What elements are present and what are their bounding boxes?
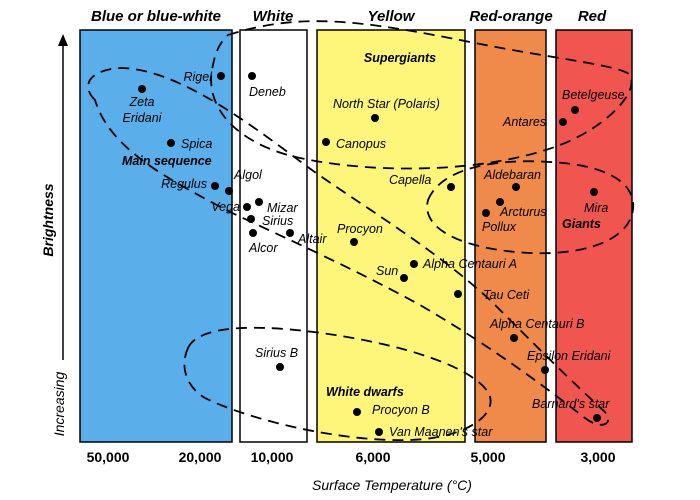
star-label-sun: Sun bbox=[376, 264, 398, 278]
star-label-tau-ceti: Tau Ceti bbox=[483, 288, 530, 302]
band-blue bbox=[79, 29, 233, 443]
giants-outline bbox=[426, 160, 635, 255]
star-dot-mira bbox=[590, 188, 598, 196]
y-axis-title: Brightness bbox=[40, 183, 56, 256]
x-tick-3000: 3,000 bbox=[580, 449, 615, 465]
star-dot-vega bbox=[243, 203, 251, 211]
star-label-mizar: Mizar bbox=[267, 201, 298, 215]
star-dot-algol bbox=[225, 187, 233, 195]
band-title-red-orange: Red-orange bbox=[469, 8, 552, 25]
x-tick-6000: 6,000 bbox=[355, 449, 390, 465]
star-dot-alpha-centauri-b bbox=[510, 334, 518, 342]
x-tick-50000: 50,000 bbox=[87, 449, 130, 465]
x-tick-5000: 5,000 bbox=[470, 449, 505, 465]
band-yellow bbox=[316, 29, 466, 443]
y-axis-subtitle: Increasing bbox=[51, 371, 67, 436]
star-dot-canopus bbox=[322, 138, 330, 146]
band-title-white: White bbox=[253, 8, 294, 25]
band-title-blue: Blue or blue-white bbox=[91, 8, 221, 25]
band-red bbox=[555, 29, 633, 443]
star-label-betelgeuse: Betelgeuse bbox=[562, 88, 625, 102]
star-label-aldebaran: Aldebaran bbox=[483, 168, 541, 182]
star-dot-altair bbox=[286, 229, 294, 237]
star-dot-epsilon-eridani bbox=[541, 366, 549, 374]
star-dot-arcturus bbox=[496, 198, 504, 206]
band-red-orange bbox=[474, 29, 547, 443]
star-label-regulus: Regulus bbox=[161, 177, 207, 191]
star-label-vega: Vega bbox=[211, 200, 240, 214]
region-label-giants: Giants bbox=[562, 217, 601, 231]
band-title-yellow: Yellow bbox=[368, 8, 416, 25]
star-dot-tau-ceti bbox=[454, 290, 462, 298]
star-dot-procyon bbox=[350, 238, 358, 246]
star-label-mira: Mira bbox=[584, 201, 608, 215]
star-dot-sirius bbox=[247, 215, 255, 223]
star-label-canopus: Canopus bbox=[336, 137, 386, 151]
star-labels: Rigel Deneb Zeta Eridani Spica Regulus A… bbox=[123, 70, 625, 439]
star-dot-sun bbox=[400, 274, 408, 282]
y-axis: Brightness Increasing bbox=[40, 34, 68, 436]
region-label-main-sequence: Main sequence bbox=[122, 154, 212, 168]
star-label-procyon: Procyon bbox=[337, 222, 383, 236]
star-dots bbox=[138, 72, 601, 436]
star-dot-mizar bbox=[255, 198, 263, 206]
star-dot-barnards-star bbox=[593, 414, 601, 422]
star-label-pollux: Pollux bbox=[482, 220, 517, 234]
star-dot-polaris bbox=[371, 114, 379, 122]
star-dot-deneb bbox=[248, 72, 256, 80]
star-label-epsilon-eridani: Epsilon Eridani bbox=[527, 349, 612, 363]
star-label-barnards-star: Barnard's star bbox=[532, 397, 610, 411]
star-label-polaris: North Star (Polaris) bbox=[333, 97, 440, 111]
star-dot-zeta-eridani bbox=[138, 85, 146, 93]
main-sequence-outline bbox=[87, 67, 610, 426]
star-dot-betelgeuse bbox=[571, 106, 579, 114]
region-label-white-dwarfs: White dwarfs bbox=[326, 385, 404, 399]
star-label-altair: Altair bbox=[297, 232, 327, 246]
star-label-alcor: Alcor bbox=[248, 241, 278, 255]
star-dot-rigel bbox=[217, 72, 225, 80]
star-label-deneb: Deneb bbox=[249, 85, 286, 99]
star-label-rigel: Rigel bbox=[184, 70, 214, 84]
star-label-antares: Antares bbox=[502, 115, 546, 129]
star-label-spica: Spica bbox=[181, 137, 212, 151]
star-dot-aldebaran bbox=[512, 183, 520, 191]
star-dot-sirius-b bbox=[276, 363, 284, 371]
star-label-alpha-centauri-b: Alpha Centauri B bbox=[489, 317, 585, 331]
star-label-capella: Capella bbox=[389, 173, 431, 187]
region-label-supergiants: Supergiants bbox=[364, 51, 436, 65]
star-dot-pollux bbox=[482, 209, 490, 217]
star-dot-van-maanens-star bbox=[375, 428, 383, 436]
star-dot-procyon-b bbox=[353, 408, 361, 416]
star-dot-capella bbox=[447, 183, 455, 191]
x-axis: 50,000 20,000 10,000 6,000 5,000 3,000 S… bbox=[87, 449, 616, 493]
x-tick-20000: 20,000 bbox=[179, 449, 222, 465]
x-axis-title: Surface Temperature (°C) bbox=[312, 477, 472, 493]
star-label-sirius-b: Sirius B bbox=[255, 346, 298, 360]
star-label-procyon-b: Procyon B bbox=[372, 403, 430, 417]
star-label-van-maanens-star: Van Maanen's star bbox=[389, 425, 493, 439]
star-dot-regulus bbox=[211, 182, 219, 190]
star-label-sirius: Sirius bbox=[262, 214, 293, 228]
star-dot-alpha-centauri-a bbox=[410, 260, 418, 268]
star-label-arcturus: Arcturus bbox=[499, 205, 547, 219]
star-dot-antares bbox=[559, 118, 567, 126]
star-label-zeta-eridani-line2: Eridani bbox=[123, 111, 163, 125]
star-label-zeta-eridani-line1: Zeta bbox=[128, 95, 154, 109]
supergiants-outline bbox=[210, 20, 633, 170]
band-title-red: Red bbox=[578, 8, 607, 25]
y-axis-arrowhead-icon bbox=[58, 34, 68, 46]
x-tick-10000: 10,000 bbox=[251, 449, 294, 465]
star-label-algol: Algol bbox=[233, 168, 263, 182]
star-label-alpha-centauri-a: Alpha Centauri A bbox=[422, 257, 517, 271]
star-dot-alcor bbox=[249, 229, 257, 237]
star-dot-spica bbox=[167, 139, 175, 147]
